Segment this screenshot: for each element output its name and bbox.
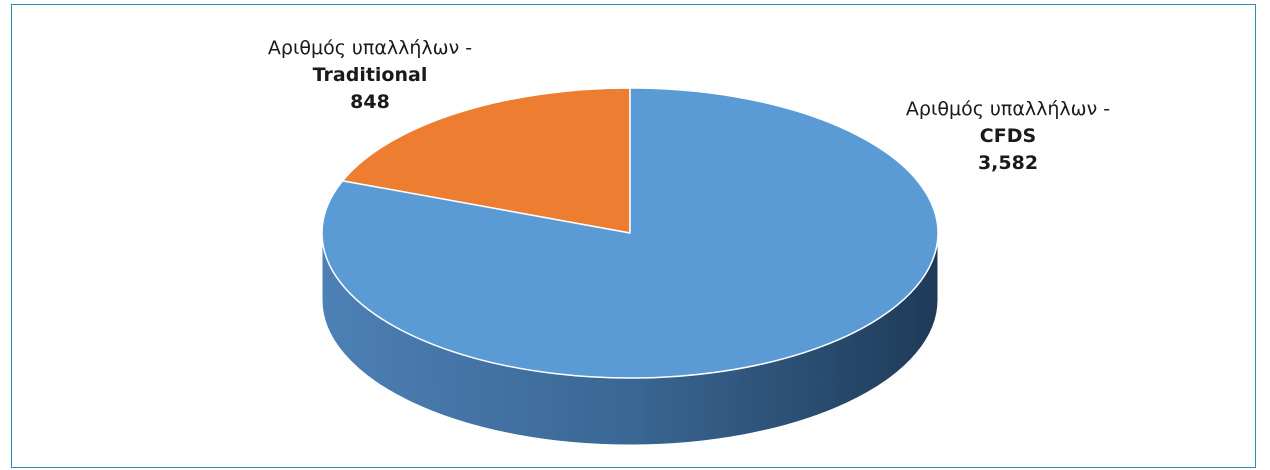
slice-label-cfds-value: 3,582 [977,152,1039,174]
slice-label-cfds-prefix: Αριθμός υπαλλήλων - [905,98,1111,120]
slice-label-traditional-name: Traditional [312,64,428,86]
slice-label-cfds-name: CFDS [979,125,1037,147]
pie-slice-traditional [341,87,631,234]
slice-label-traditional-prefix: Αριθμός υπαλλήλων - [267,37,473,59]
slice-label-traditional-value: 848 [350,91,390,113]
pie-slice-cfds [321,87,939,379]
slice-label-traditional: Αριθμός υπαλλήλων - Traditional 848 [228,35,512,116]
slice-label-cfds: Αριθμός υπαλλήλων - CFDS 3,582 [866,96,1150,177]
